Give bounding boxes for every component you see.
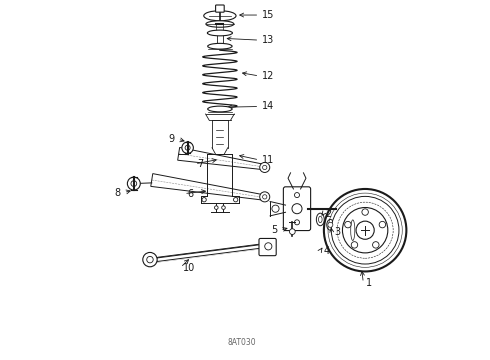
Ellipse shape [318,216,322,223]
Text: 8: 8 [115,188,121,198]
Circle shape [290,229,295,234]
Text: 11: 11 [262,155,274,165]
Text: 5: 5 [271,225,277,235]
Circle shape [344,221,351,228]
Text: 3: 3 [335,228,341,237]
Circle shape [265,243,272,250]
Ellipse shape [208,43,232,49]
Circle shape [362,209,368,215]
Circle shape [147,256,153,263]
Ellipse shape [207,30,232,36]
Circle shape [263,165,267,170]
Circle shape [234,198,238,202]
Text: 12: 12 [262,71,274,81]
Circle shape [260,192,270,202]
Text: 10: 10 [183,262,196,273]
Circle shape [328,222,333,227]
Circle shape [272,205,279,212]
Text: 15: 15 [262,10,274,20]
Circle shape [202,198,206,202]
Circle shape [263,195,267,199]
Circle shape [221,206,225,210]
Ellipse shape [204,11,236,21]
FancyBboxPatch shape [216,5,224,12]
Circle shape [131,181,137,186]
Text: 7: 7 [197,159,204,169]
Text: 14: 14 [262,102,274,112]
Circle shape [343,207,388,253]
Circle shape [331,197,399,264]
Circle shape [260,162,270,172]
Circle shape [356,221,374,239]
Polygon shape [151,174,267,201]
Circle shape [294,193,299,198]
Circle shape [379,221,386,228]
FancyBboxPatch shape [259,238,276,256]
Circle shape [294,220,299,225]
Circle shape [127,177,140,190]
Circle shape [292,204,302,214]
Ellipse shape [317,213,324,226]
FancyBboxPatch shape [283,187,311,230]
Ellipse shape [208,106,232,112]
Text: 1: 1 [366,278,372,288]
Text: 2: 2 [326,209,332,219]
Ellipse shape [327,220,334,230]
Circle shape [185,145,190,150]
Ellipse shape [351,220,355,240]
Text: 8AT030: 8AT030 [227,338,256,347]
Text: 4: 4 [323,246,329,256]
Ellipse shape [349,208,357,252]
Circle shape [143,252,157,267]
Polygon shape [178,148,267,170]
Circle shape [351,242,358,248]
Text: 13: 13 [262,35,274,45]
Circle shape [372,242,379,248]
Circle shape [182,142,194,153]
Circle shape [324,189,406,271]
Ellipse shape [206,21,234,27]
Text: 6: 6 [187,189,193,199]
Circle shape [215,206,218,210]
Text: 9: 9 [169,134,175,144]
